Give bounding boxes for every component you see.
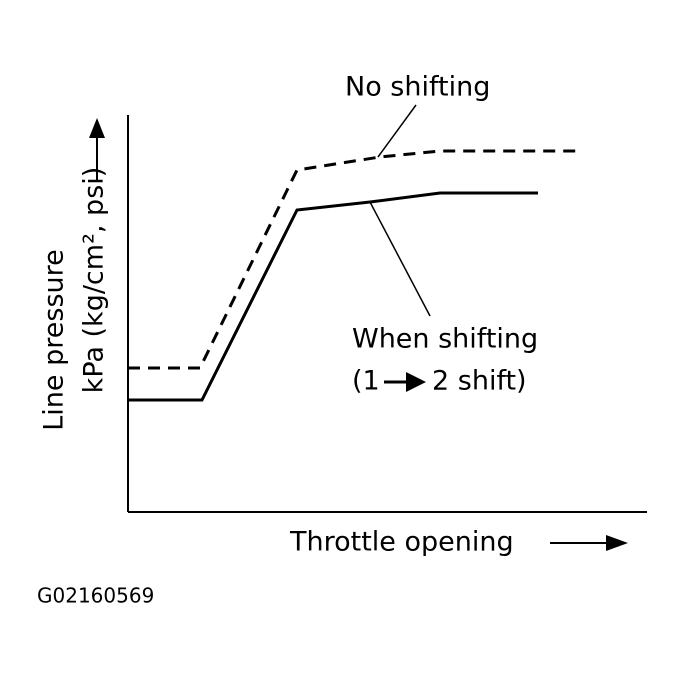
y-axis-label-line: Line pressure (39, 249, 70, 430)
curve-label: (1 (352, 366, 380, 397)
x-axis-label: Throttle opening (289, 527, 514, 558)
curve-label: 2 shift) (432, 366, 527, 397)
when-shifting-curve (128, 191, 538, 402)
no-shifting-curve (128, 149, 583, 370)
curve-label: When shifting (352, 324, 538, 355)
y-axis-label: Line pressure kPa (kg/cm², psi) (39, 167, 110, 431)
shift-arrow (384, 372, 426, 392)
y-arrow (89, 118, 105, 180)
x-arrow (550, 535, 628, 551)
figure-code: G02160569 (37, 584, 154, 608)
curve-label: No shifting (345, 72, 490, 103)
leader-line (377, 104, 417, 158)
y-axis-label-line: kPa (kg/cm², psi) (79, 167, 110, 394)
leader-line (369, 201, 431, 317)
